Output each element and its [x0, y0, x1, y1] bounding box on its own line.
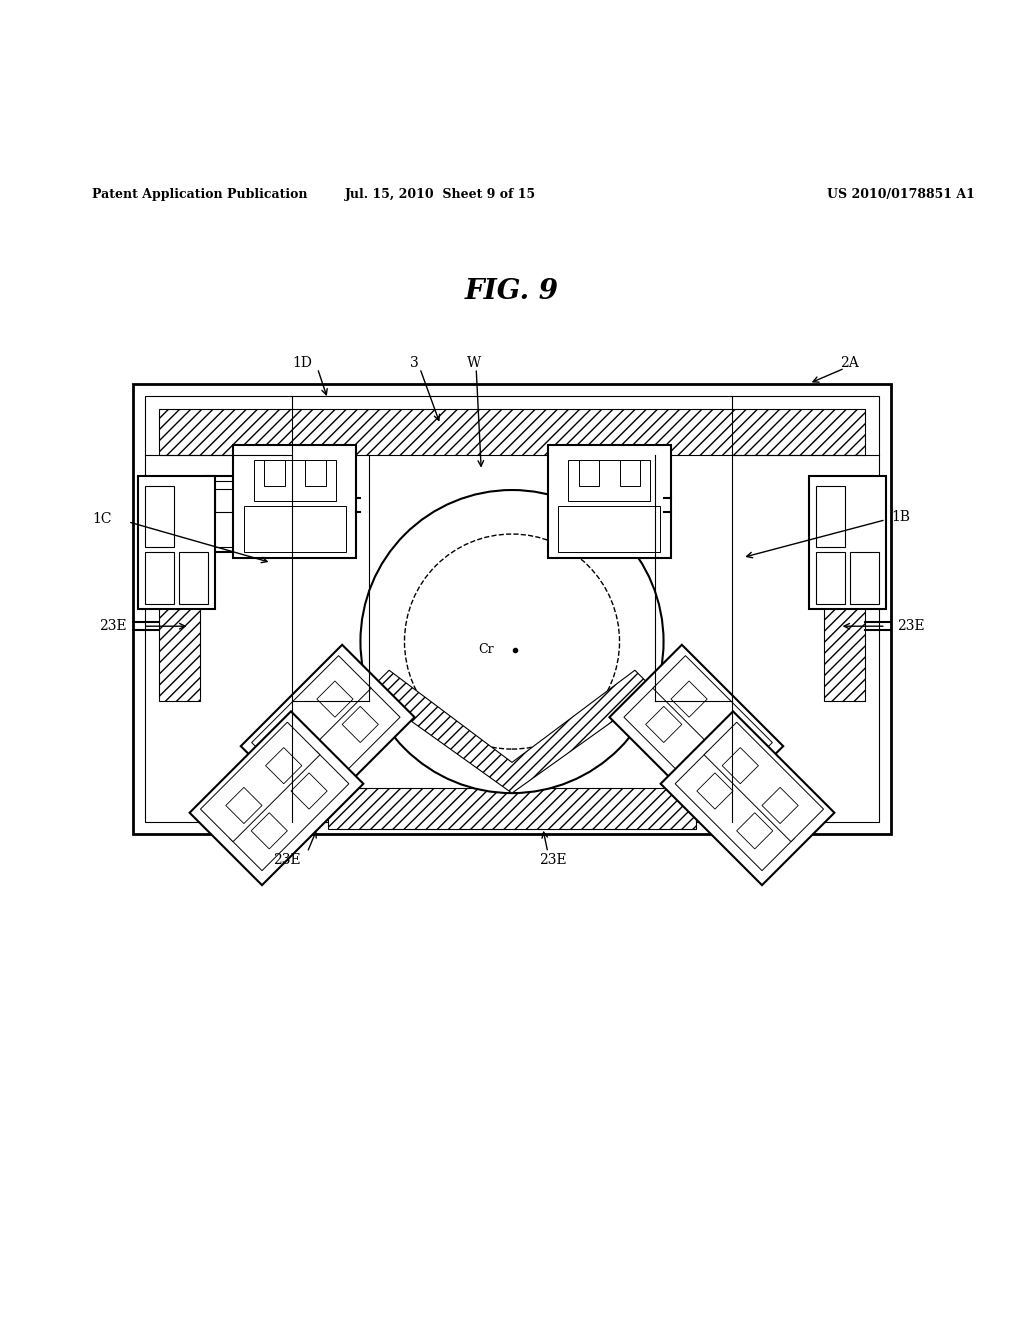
Text: 23E: 23E	[99, 619, 126, 634]
Bar	[159, 409, 865, 455]
Text: 1B: 1B	[892, 510, 910, 524]
Bar	[210, 480, 266, 548]
Bar	[548, 445, 671, 557]
Bar	[281, 685, 400, 804]
Bar	[145, 486, 174, 548]
Text: 2A: 2A	[841, 356, 859, 370]
Bar	[189, 711, 364, 886]
Bar	[251, 813, 288, 849]
Bar	[705, 722, 823, 842]
Bar	[697, 774, 733, 809]
Bar	[265, 747, 302, 784]
Bar	[671, 681, 708, 717]
Bar	[244, 507, 346, 553]
Bar	[711, 721, 746, 758]
Bar	[229, 751, 349, 871]
Bar	[201, 722, 319, 842]
Text: W: W	[467, 356, 481, 370]
Bar	[620, 461, 640, 486]
Bar	[579, 461, 599, 486]
Bar	[342, 706, 378, 743]
Bar	[302, 746, 339, 783]
Text: FIG. 9: FIG. 9	[465, 279, 559, 305]
Text: Cr: Cr	[478, 643, 495, 656]
Bar	[276, 488, 317, 512]
Bar	[824, 475, 865, 701]
Bar	[653, 656, 772, 775]
Text: 1D: 1D	[292, 356, 312, 370]
Bar	[145, 553, 174, 603]
Bar	[241, 644, 415, 818]
Bar	[609, 644, 783, 818]
Bar	[762, 787, 798, 824]
Bar	[278, 721, 313, 758]
Text: 23E: 23E	[273, 853, 300, 867]
Text: 3: 3	[411, 356, 419, 370]
Bar	[145, 396, 879, 822]
Text: 23E: 23E	[898, 619, 925, 634]
Bar	[685, 746, 722, 783]
Bar	[264, 461, 285, 486]
Bar	[568, 461, 650, 502]
Bar	[179, 553, 208, 603]
Bar	[133, 384, 891, 834]
Bar	[809, 475, 886, 609]
Bar	[736, 813, 773, 849]
Text: Jul. 15, 2010  Sheet 9 of 15: Jul. 15, 2010 Sheet 9 of 15	[345, 187, 536, 201]
Bar	[233, 445, 356, 557]
Bar	[254, 461, 336, 502]
Bar	[305, 461, 326, 486]
Bar	[675, 751, 795, 871]
Bar	[159, 475, 200, 701]
Text: Patent Application Publication: Patent Application Publication	[92, 187, 307, 201]
Bar	[226, 787, 262, 824]
Bar	[660, 711, 835, 886]
Bar	[646, 706, 682, 743]
Bar	[316, 681, 353, 717]
Bar	[722, 747, 759, 784]
Text: 23E: 23E	[540, 853, 566, 867]
Bar	[624, 685, 743, 804]
Text: US 2010/0178851 A1: US 2010/0178851 A1	[827, 187, 975, 201]
Bar	[558, 507, 660, 553]
Text: 1C: 1C	[92, 512, 113, 525]
Polygon shape	[369, 671, 655, 793]
Bar	[215, 488, 256, 512]
Circle shape	[360, 490, 664, 793]
Bar	[850, 553, 879, 603]
Bar	[205, 475, 338, 553]
Bar	[138, 475, 215, 609]
Bar	[816, 486, 845, 548]
Bar	[252, 656, 371, 775]
Bar	[291, 774, 327, 809]
Bar	[816, 553, 845, 603]
Bar	[328, 788, 696, 829]
Bar	[271, 480, 328, 548]
